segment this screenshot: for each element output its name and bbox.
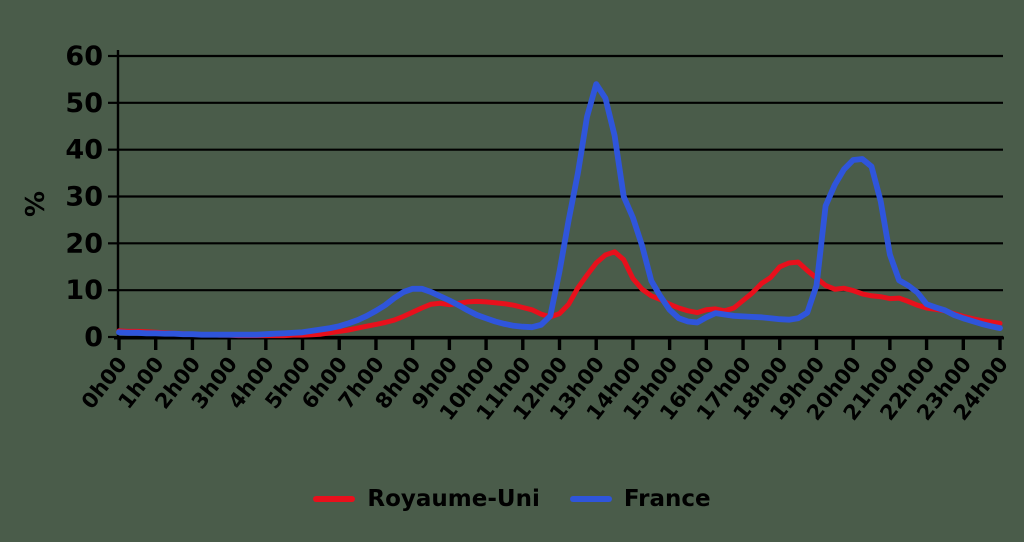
france-legend-label: France <box>623 486 711 512</box>
y-tick-label-10: 10 <box>65 275 103 306</box>
y-tick-label-0: 0 <box>84 322 103 353</box>
france-line-swatch <box>569 496 612 502</box>
royaume-uni-legend-label: Royaume-Uni <box>367 486 540 512</box>
y-tick-label-60: 60 <box>65 41 103 72</box>
x-axis <box>114 336 1004 350</box>
legend-item-france: France <box>569 486 711 512</box>
y-axis-title: % <box>21 191 51 217</box>
gridlines <box>119 54 1003 339</box>
royaume-uni-line-swatch <box>313 496 356 502</box>
y-tick-labels: 0 10 20 30 40 50 60 <box>65 41 103 353</box>
y-tick-label-40: 40 <box>65 135 103 166</box>
y-tick-label-20: 20 <box>65 228 103 259</box>
data-series <box>116 81 1003 339</box>
legend-item-royaume-uni: Royaume-Uni <box>313 486 540 512</box>
legend: Royaume-Uni France <box>0 486 1024 512</box>
x-tick-labels: 0h001h002h003h004h005h006h007h008h009h00… <box>77 352 1013 425</box>
y-axis <box>108 50 120 339</box>
line-chart-canvas: 0 10 20 30 40 50 60 0h001h002h003h004h005h006h… <box>21 41 1013 425</box>
y-tick-label-50: 50 <box>65 88 103 119</box>
y-axis-title-text: % <box>21 191 51 217</box>
y-tick-label-30: 30 <box>65 182 103 213</box>
series-line-france <box>116 81 1003 338</box>
